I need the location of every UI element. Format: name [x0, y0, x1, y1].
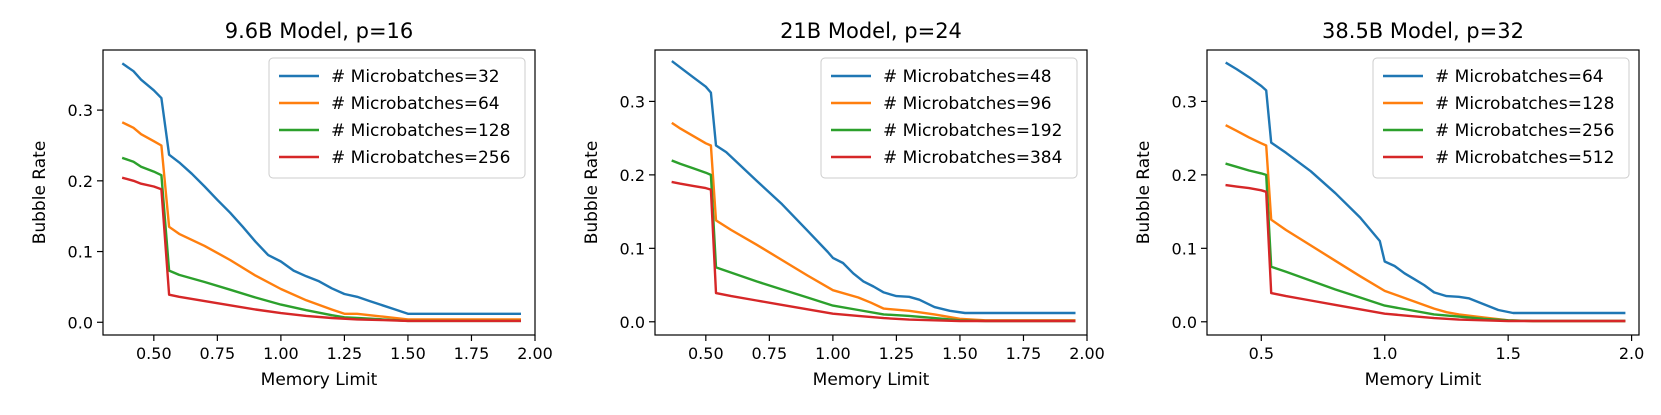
- y-tick-label: 0.0: [1172, 313, 1197, 332]
- plot-frame: [102, 49, 536, 336]
- x-tick-label: 1.50: [942, 344, 978, 363]
- series-line-2: [671, 121, 1076, 322]
- x-axis-label: Memory Limit: [813, 370, 930, 390]
- x-tick-label: 0.75: [752, 344, 788, 363]
- x-tick-label: 1.25: [327, 344, 363, 363]
- legend: # Microbatches=32 # Microbatches=64 # Micr…: [268, 57, 526, 179]
- y-axis-label: Bubble Rate: [30, 141, 50, 245]
- legend-label-3: # Microbatches=256: [1435, 121, 1614, 141]
- y-tick-label: 0.1: [620, 239, 645, 258]
- x-tick-label: 1.50: [390, 344, 426, 363]
- y-axis-label: Bubble Rate: [582, 141, 602, 245]
- x-tick-label: 2.0: [1619, 344, 1644, 363]
- legend: # Microbatches=64 # Microbatches=128 # Mic…: [1372, 57, 1630, 179]
- series-group: [121, 62, 521, 323]
- series-line-1: [121, 62, 521, 315]
- y-tick-label: 0.3: [68, 101, 93, 120]
- x-tick-label: 1.0: [1372, 344, 1397, 363]
- legend-box: [820, 57, 1078, 179]
- y-tick-label: 0.2: [68, 172, 93, 191]
- series-line-4: [671, 180, 1076, 323]
- legend-label-1: # Microbatches=64: [1435, 67, 1604, 87]
- y-tick-label: 0.3: [620, 92, 645, 111]
- legend-label-4: # Microbatches=256: [331, 148, 510, 168]
- legend-label-1: # Microbatches=32: [331, 67, 500, 87]
- x-tick-label: 1.5: [1495, 344, 1520, 363]
- legend-box: [268, 57, 526, 179]
- chart-title: 21B Model, p=24: [780, 19, 962, 43]
- legend-label-2: # Microbatches=96: [883, 94, 1052, 114]
- series-line-4: [1225, 183, 1626, 323]
- legend-label-1: # Microbatches=48: [883, 67, 1052, 87]
- legend: # Microbatches=48 # Microbatches=96 # Micr…: [820, 57, 1078, 179]
- legend-label-3: # Microbatches=128: [331, 121, 510, 141]
- plot-frame: [654, 49, 1088, 336]
- legend-box: [1372, 57, 1630, 179]
- legend-label-3: # Microbatches=192: [883, 121, 1062, 141]
- x-tick-label: 2.00: [517, 344, 553, 363]
- series-line-2: [121, 121, 521, 321]
- chart-panel-1: 9.6B Model, p=16 0.50 0.75 1.00 1.25 1.50 1.75…: [30, 19, 553, 390]
- x-tick-label: 2.00: [1069, 344, 1105, 363]
- series-group: [671, 60, 1076, 323]
- y-tick-label: 0.1: [68, 243, 93, 262]
- x-tick-label: 1.75: [1006, 344, 1042, 363]
- x-axis-label: Memory Limit: [1365, 370, 1482, 390]
- series-line-4: [121, 176, 521, 323]
- x-tick-label: 0.50: [136, 344, 172, 363]
- x-tick-label: 0.5: [1249, 344, 1274, 363]
- y-tick-label: 0.1: [1172, 239, 1197, 258]
- x-tick-label: 1.25: [879, 344, 915, 363]
- x-tick-label: 1.75: [454, 344, 490, 363]
- x-axis-label: Memory Limit: [261, 370, 378, 390]
- legend-label-4: # Microbatches=384: [883, 148, 1062, 168]
- series-line-1: [1225, 61, 1626, 315]
- series-group: [1225, 61, 1626, 323]
- y-tick-label: 0.0: [68, 313, 93, 332]
- series-line-3: [1225, 162, 1626, 323]
- y-tick-label: 0.2: [1172, 166, 1197, 185]
- legend-label-4: # Microbatches=512: [1435, 148, 1614, 168]
- x-tick-label: 1.00: [815, 344, 851, 363]
- y-axis-label: Bubble Rate: [1134, 141, 1154, 245]
- legend-label-2: # Microbatches=64: [331, 94, 500, 114]
- x-tick-label: 0.75: [200, 344, 236, 363]
- y-tick-label: 0.0: [620, 313, 645, 332]
- chart-title: 38.5B Model, p=32: [1322, 19, 1524, 43]
- y-tick-label: 0.3: [1172, 92, 1197, 111]
- legend-label-2: # Microbatches=128: [1435, 94, 1614, 114]
- x-tick-label: 1.00: [263, 344, 299, 363]
- x-tick-label: 0.50: [688, 344, 724, 363]
- chart-title: 9.6B Model, p=16: [225, 19, 414, 43]
- plot-frame: [1206, 49, 1640, 336]
- series-line-1: [671, 60, 1076, 315]
- chart-panel-2: 21B Model, p=24 0.50 0.75 1.00 1.25 1.50 1.75 2…: [582, 19, 1105, 390]
- y-tick-label: 0.2: [620, 166, 645, 185]
- chart-panel-3: 38.5B Model, p=32 0.5 1.0 1.5 2.0 0.0 0.1 0.2 0.…: [1134, 19, 1644, 390]
